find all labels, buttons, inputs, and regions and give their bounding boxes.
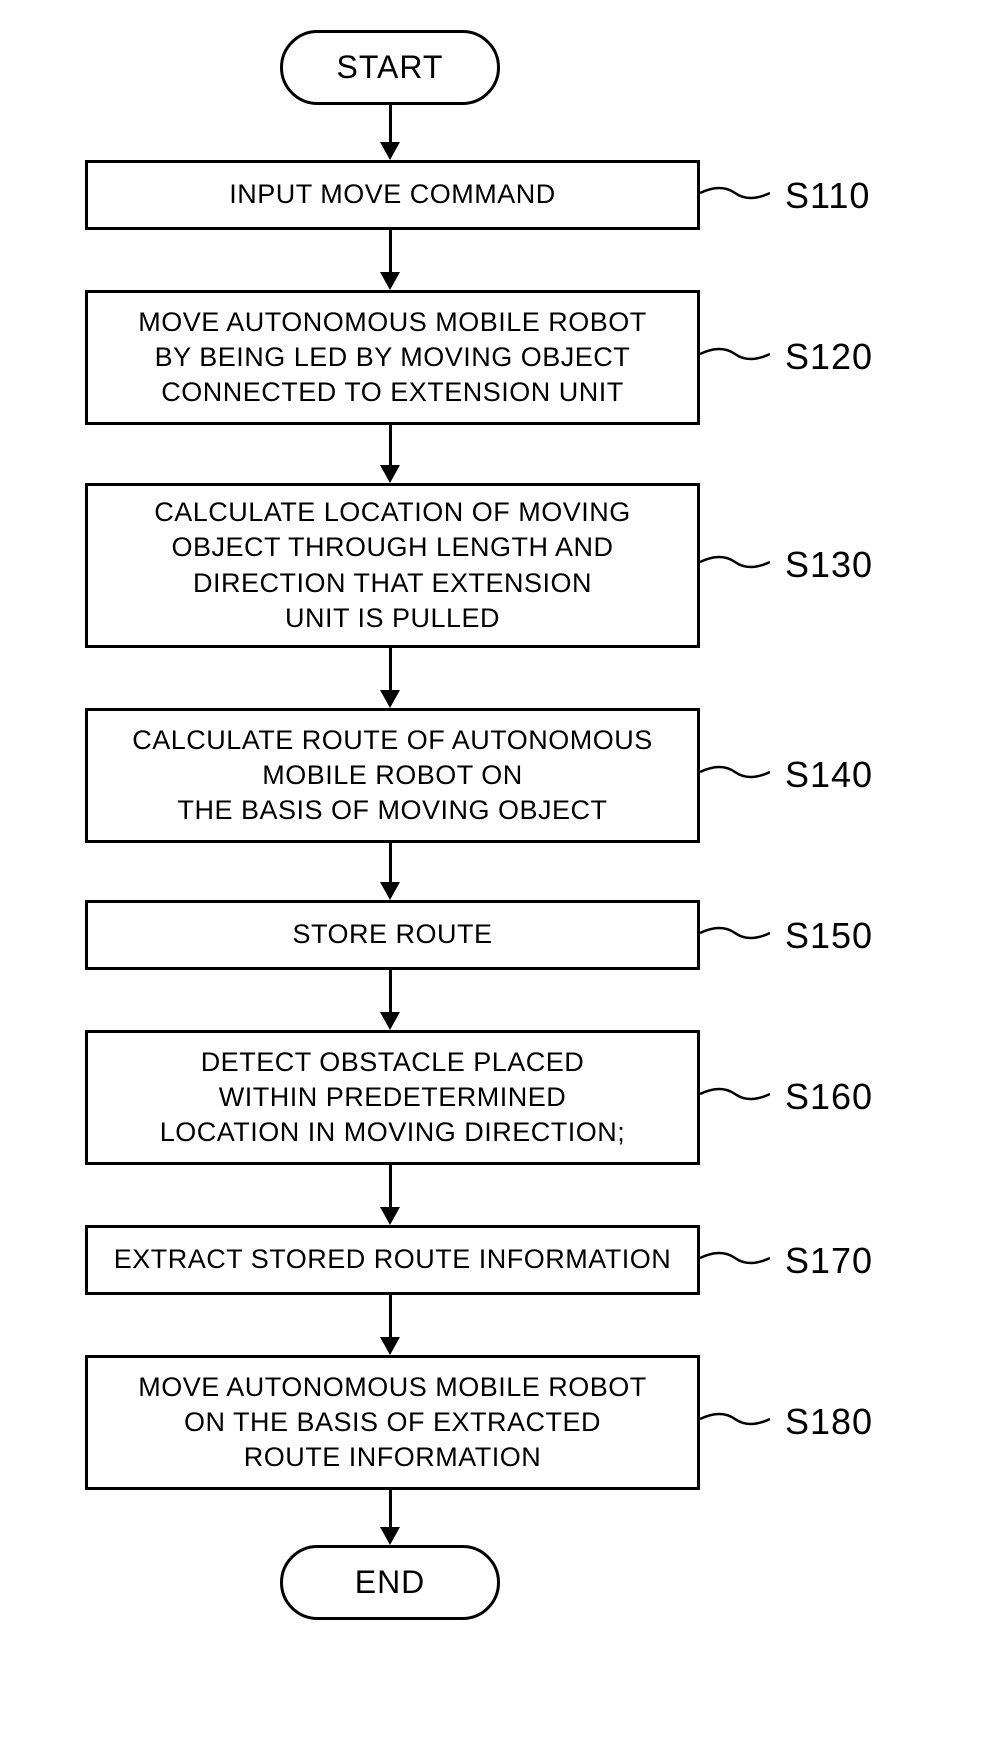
connector-line <box>389 230 392 274</box>
label-tick-icon <box>700 760 770 784</box>
connector-line <box>389 648 392 692</box>
label-tick-icon <box>700 1407 770 1431</box>
end-text: END <box>355 1564 426 1601</box>
connector-line <box>389 1165 392 1209</box>
label-s160: S160 <box>785 1076 873 1118</box>
process-s180-text: MOVE AUTONOMOUS MOBILE ROBOTON THE BASIS… <box>138 1370 647 1475</box>
label-tick-icon <box>700 1082 770 1106</box>
process-s110-text: INPUT MOVE COMMAND <box>229 177 556 212</box>
process-s140-text: CALCULATE ROUTE OF AUTONOMOUSMOBILE ROBO… <box>132 723 653 828</box>
label-tick-icon <box>700 342 770 366</box>
label-tick-icon <box>700 550 770 574</box>
process-s150: STORE ROUTE <box>85 900 700 970</box>
process-s180: MOVE AUTONOMOUS MOBILE ROBOTON THE BASIS… <box>85 1355 700 1490</box>
process-s170: EXTRACT STORED ROUTE INFORMATION <box>85 1225 700 1295</box>
connector-line <box>389 105 392 144</box>
end-terminal: END <box>280 1545 500 1620</box>
arrow-down-icon <box>380 690 400 708</box>
arrow-down-icon <box>380 1337 400 1355</box>
arrow-down-icon <box>380 272 400 290</box>
arrow-down-icon <box>380 1207 400 1225</box>
label-tick-icon <box>700 921 770 945</box>
connector-line <box>389 425 392 467</box>
process-s150-text: STORE ROUTE <box>292 917 492 952</box>
arrow-down-icon <box>380 142 400 160</box>
arrow-down-icon <box>380 1012 400 1030</box>
process-s160-text: DETECT OBSTACLE PLACEDWITHIN PREDETERMIN… <box>160 1045 626 1150</box>
label-s140: S140 <box>785 754 873 796</box>
process-s160: DETECT OBSTACLE PLACEDWITHIN PREDETERMIN… <box>85 1030 700 1165</box>
process-s170-text: EXTRACT STORED ROUTE INFORMATION <box>114 1242 672 1277</box>
arrow-down-icon <box>380 1527 400 1545</box>
label-s120: S120 <box>785 336 873 378</box>
label-tick-icon <box>700 1246 770 1270</box>
process-s120-text: MOVE AUTONOMOUS MOBILE ROBOTBY BEING LED… <box>138 305 647 410</box>
arrow-down-icon <box>380 465 400 483</box>
connector-line <box>389 1295 392 1339</box>
start-terminal: START <box>280 30 500 105</box>
label-s180: S180 <box>785 1401 873 1443</box>
connector-line <box>389 1490 392 1529</box>
process-s130-text: CALCULATE LOCATION OF MOVINGOBJECT THROU… <box>154 495 631 635</box>
label-s110: S110 <box>785 175 870 217</box>
label-s170: S170 <box>785 1240 873 1282</box>
label-s130: S130 <box>785 544 873 586</box>
process-s120: MOVE AUTONOMOUS MOBILE ROBOTBY BEING LED… <box>85 290 700 425</box>
arrow-down-icon <box>380 882 400 900</box>
label-s150: S150 <box>785 915 873 957</box>
process-s140: CALCULATE ROUTE OF AUTONOMOUSMOBILE ROBO… <box>85 708 700 843</box>
process-s110: INPUT MOVE COMMAND <box>85 160 700 230</box>
connector-line <box>389 843 392 884</box>
process-s130: CALCULATE LOCATION OF MOVINGOBJECT THROU… <box>85 483 700 648</box>
connector-line <box>389 970 392 1014</box>
start-text: START <box>337 49 444 86</box>
label-tick-icon <box>700 181 770 205</box>
